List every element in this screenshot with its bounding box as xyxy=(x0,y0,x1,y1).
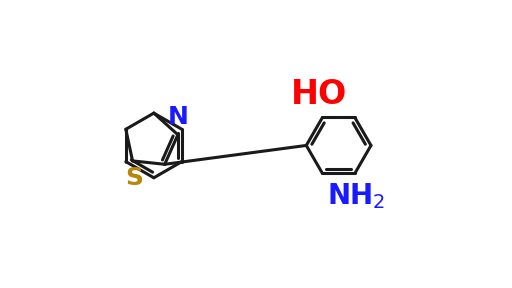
Text: N: N xyxy=(167,105,188,129)
Text: HO: HO xyxy=(291,77,348,111)
Text: NH$_2$: NH$_2$ xyxy=(327,181,386,211)
Text: S: S xyxy=(125,166,143,190)
